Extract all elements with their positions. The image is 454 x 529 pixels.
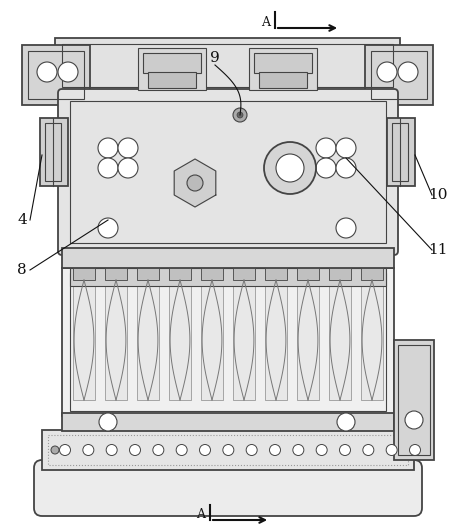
Bar [394, 340, 434, 460]
Bar [48, 435, 408, 465]
Bar [55, 38, 400, 93]
Circle shape [405, 411, 423, 429]
Bar [265, 280, 287, 400]
Circle shape [98, 138, 118, 158]
Circle shape [386, 444, 397, 455]
Bar [62, 413, 394, 431]
FancyBboxPatch shape [58, 89, 398, 255]
Bar [265, 268, 287, 280]
Text: 8: 8 [17, 263, 27, 277]
Bar [201, 280, 223, 400]
Circle shape [233, 108, 247, 122]
Bar [398, 345, 430, 455]
Bar [371, 51, 427, 99]
Bar [62, 44, 393, 87]
Circle shape [98, 158, 118, 178]
Bar [392, 123, 408, 181]
Circle shape [129, 444, 140, 455]
Circle shape [199, 444, 211, 455]
Bar [201, 268, 223, 280]
Circle shape [223, 444, 234, 455]
Circle shape [83, 444, 94, 455]
Circle shape [316, 158, 336, 178]
Bar [70, 273, 386, 411]
FancyBboxPatch shape [34, 460, 422, 516]
Circle shape [106, 444, 117, 455]
Circle shape [59, 444, 70, 455]
Bar [361, 280, 383, 400]
Circle shape [246, 444, 257, 455]
Circle shape [336, 158, 356, 178]
Bar [28, 51, 84, 99]
Bar [70, 101, 386, 243]
Circle shape [264, 142, 316, 194]
Circle shape [176, 444, 187, 455]
Bar [73, 280, 95, 400]
Circle shape [118, 138, 138, 158]
Circle shape [118, 158, 138, 178]
Circle shape [316, 138, 336, 158]
Polygon shape [174, 159, 216, 207]
Circle shape [340, 444, 350, 455]
Text: A: A [261, 15, 270, 29]
Bar [143, 53, 201, 73]
Bar [73, 268, 95, 280]
Bar [297, 268, 319, 280]
Bar [169, 280, 191, 400]
Bar [361, 268, 383, 280]
Bar [62, 248, 394, 268]
Bar [138, 48, 206, 90]
Circle shape [316, 444, 327, 455]
Bar [105, 280, 127, 400]
Bar [329, 268, 351, 280]
Circle shape [37, 62, 57, 82]
Bar [233, 268, 255, 280]
Circle shape [270, 444, 281, 455]
Circle shape [98, 218, 118, 238]
Bar [40, 118, 68, 186]
Bar [329, 280, 351, 400]
Bar [62, 268, 394, 416]
Circle shape [237, 112, 243, 118]
Circle shape [410, 444, 420, 455]
Text: 11: 11 [428, 243, 448, 257]
Bar [249, 48, 317, 90]
Bar [42, 430, 414, 470]
Circle shape [293, 444, 304, 455]
Bar [169, 268, 191, 280]
Circle shape [51, 446, 59, 454]
Circle shape [336, 138, 356, 158]
Bar [387, 118, 415, 186]
Circle shape [377, 62, 397, 82]
Bar [365, 45, 433, 105]
Bar [148, 72, 196, 88]
Text: 10: 10 [428, 188, 448, 202]
Bar [70, 268, 386, 286]
Circle shape [336, 218, 356, 238]
Circle shape [276, 154, 304, 182]
Bar [254, 53, 312, 73]
Bar [105, 268, 127, 280]
Circle shape [363, 444, 374, 455]
Bar [137, 268, 159, 280]
Text: A: A [196, 508, 205, 522]
Circle shape [337, 413, 355, 431]
Circle shape [58, 62, 78, 82]
Bar [22, 45, 90, 105]
Bar [259, 72, 307, 88]
Circle shape [398, 62, 418, 82]
Bar [45, 123, 61, 181]
Bar [297, 280, 319, 400]
Circle shape [99, 413, 117, 431]
Circle shape [187, 175, 203, 191]
Bar [233, 280, 255, 400]
Text: 9: 9 [210, 51, 220, 65]
Bar [137, 280, 159, 400]
Text: 4: 4 [17, 213, 27, 227]
Circle shape [153, 444, 164, 455]
